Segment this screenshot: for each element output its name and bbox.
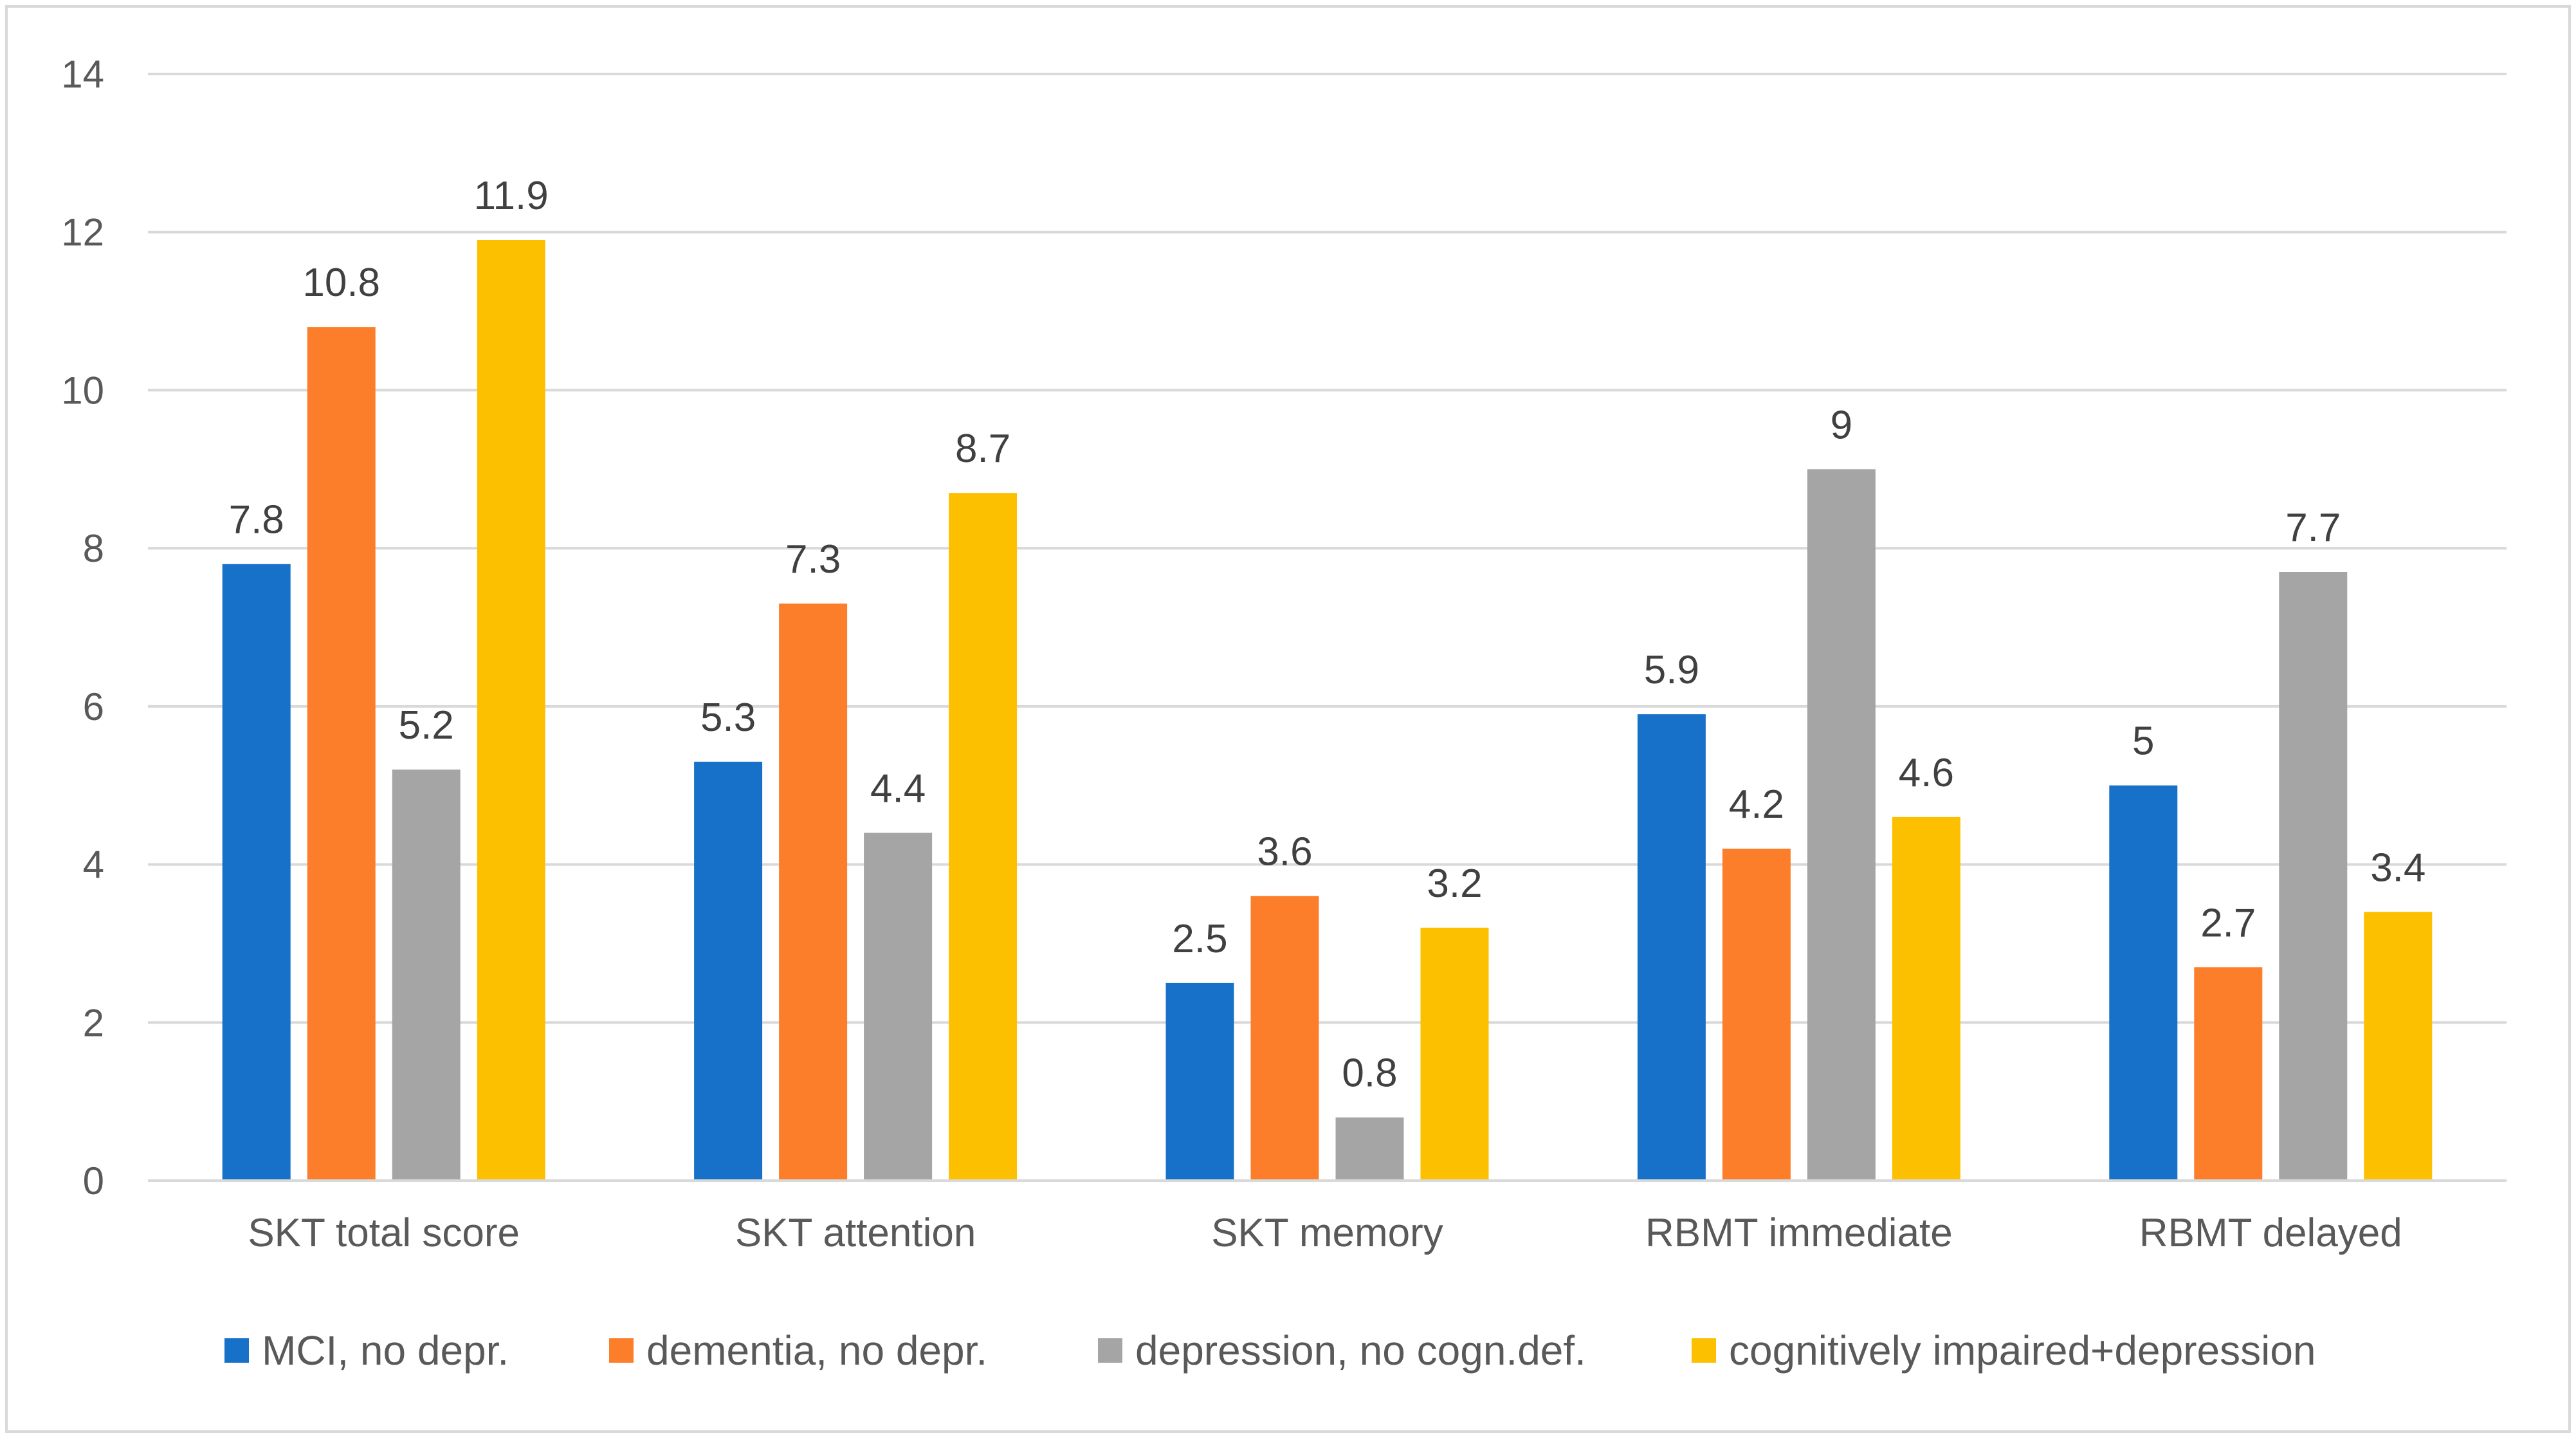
legend-label: depression, no cogn.def. <box>1135 1327 1586 1374</box>
data-label: 5.9 <box>1644 648 1699 692</box>
legend-label: dementia, no depr. <box>646 1327 987 1374</box>
data-label: 11.9 <box>474 174 549 218</box>
x-tick-label: SKT attention <box>735 1211 976 1255</box>
bar <box>1250 896 1319 1181</box>
bar <box>392 770 461 1181</box>
data-label: 7.8 <box>229 498 284 542</box>
data-label: 0.8 <box>1342 1051 1397 1096</box>
y-axis-ticks: 0 2 4 6 8 10 12 14 <box>61 53 104 1203</box>
bar <box>222 564 291 1181</box>
bar <box>2279 572 2348 1181</box>
bar <box>864 833 933 1181</box>
bar <box>2109 785 2178 1181</box>
legend-label: MCI, no depr. <box>262 1327 509 1374</box>
y-tick-label: 10 <box>61 369 104 412</box>
data-label: 7.7 <box>2285 506 2341 550</box>
y-tick-label: 14 <box>61 53 104 96</box>
data-label: 2.7 <box>2200 901 2256 945</box>
y-tick-label: 4 <box>83 843 104 887</box>
data-label: 4.4 <box>870 766 926 811</box>
legend: MCI, no depr. dementia, no depr. depressio… <box>224 1327 2316 1374</box>
legend-swatch <box>609 1338 634 1363</box>
data-label: 2.5 <box>1172 917 1227 961</box>
bar <box>949 493 1018 1181</box>
bar <box>694 761 763 1181</box>
legend-label: cognitively impaired+depression <box>1729 1327 2316 1374</box>
data-label: 3.2 <box>1427 862 1482 906</box>
bar <box>1335 1117 1404 1181</box>
x-axis: SKT total score SKT attention SKT memory RB… <box>148 1179 2507 1255</box>
x-tick-label: SKT total score <box>248 1211 520 1255</box>
data-label: 5 <box>2132 719 2154 764</box>
data-label: 8.7 <box>955 427 1010 471</box>
bar-chart: 0 2 4 6 8 10 12 14 7.8 10.8 5.2 11.9 5.3 7.3 4.4 8.7 2.… <box>61 53 2507 1374</box>
x-tick-label: RBMT delayed <box>2139 1211 2402 1255</box>
legend-swatch <box>1098 1338 1122 1363</box>
x-tick-label: SKT memory <box>1211 1211 1443 1255</box>
y-tick-label: 8 <box>83 527 104 570</box>
bars <box>222 240 2433 1181</box>
bar <box>477 240 545 1181</box>
data-label: 5.2 <box>399 703 454 748</box>
bar <box>1637 714 1706 1181</box>
y-tick-label: 0 <box>83 1159 104 1203</box>
x-tick-label: RBMT immediate <box>1645 1211 1953 1255</box>
bar <box>1722 849 1791 1181</box>
data-label: 9 <box>1831 403 1852 447</box>
y-tick-label: 2 <box>83 1001 104 1044</box>
bar <box>779 604 848 1181</box>
data-label: 3.4 <box>2370 845 2425 890</box>
chart-frame: 0 2 4 6 8 10 12 14 7.8 10.8 5.2 11.9 5.3 7.3 4.4 8.7 2.… <box>5 5 2571 1433</box>
bar <box>1420 927 1489 1181</box>
data-label: 10.8 <box>302 261 380 305</box>
bar <box>1165 982 1234 1181</box>
legend-swatch <box>1692 1338 1716 1363</box>
data-label: 4.2 <box>1729 782 1784 827</box>
data-label: 4.6 <box>1899 751 1954 795</box>
bar <box>2194 967 2263 1181</box>
data-labels: 7.8 10.8 5.2 11.9 5.3 7.3 4.4 8.7 2.5 3.6 0.8 3.2 5.… <box>229 174 2426 1096</box>
bar <box>1807 469 1876 1181</box>
legend-swatch <box>224 1338 249 1363</box>
y-tick-label: 6 <box>83 685 104 728</box>
data-label: 3.6 <box>1257 830 1312 874</box>
bar <box>2364 912 2433 1181</box>
y-tick-label: 12 <box>61 211 104 254</box>
data-label: 5.3 <box>700 696 756 740</box>
bar <box>1892 816 1960 1181</box>
data-label: 7.3 <box>785 537 841 582</box>
bar <box>307 327 376 1181</box>
